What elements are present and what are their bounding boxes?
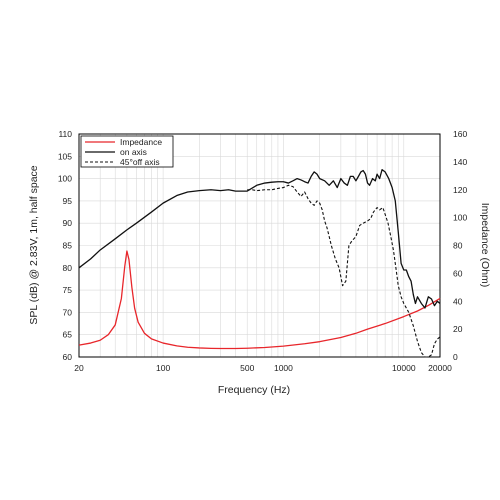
y2-tick-label: 20	[453, 324, 463, 334]
y2-tick-label: 100	[453, 213, 467, 223]
y-tick-label: 90	[63, 218, 73, 228]
x-tick-label: 500	[240, 363, 254, 373]
y-tick-label: 85	[63, 241, 73, 251]
y-tick-label: 95	[63, 196, 73, 206]
series-line-1	[78, 169, 441, 309]
y-tick-label: 60	[63, 352, 73, 362]
y2-tick-label: 160	[453, 129, 467, 139]
x-axis-title: Frequency (Hz)	[218, 384, 290, 396]
series-layer	[78, 169, 441, 358]
y2-tick-label: 140	[453, 157, 467, 167]
y-axis-title: SPL (dB) @ 2.83V, 1m, half space	[28, 165, 40, 324]
y2-tick-label: 80	[453, 241, 463, 251]
legend-label-on-axis: on axis	[120, 147, 147, 157]
y2-axis-title: Impedance (Ohm)	[479, 203, 491, 288]
y-tick-label: 105	[58, 151, 72, 161]
y2-tick-label: 0	[453, 352, 458, 362]
x-tick-label: 10000	[392, 363, 416, 373]
series-line-0	[78, 250, 441, 350]
y-tick-label: 70	[63, 307, 73, 317]
x-tick-label: 20000	[428, 363, 452, 373]
x-tick-label: 1000	[274, 363, 293, 373]
legend: Impedance on axis 45°off axis	[80, 135, 174, 168]
x-tick-label: 100	[156, 363, 170, 373]
plot-frame	[78, 133, 441, 358]
y-tick-label: 110	[58, 129, 72, 139]
legend-label-impedance: Impedance	[120, 137, 162, 147]
y2-tick-label: 120	[453, 185, 467, 195]
y-tick-label: 75	[63, 285, 73, 295]
y-tick-label: 100	[58, 174, 72, 184]
x-tick-label: 20	[74, 363, 84, 373]
legend-label-off-axis: 45°off axis	[120, 157, 160, 167]
y2-tick-label: 60	[453, 268, 463, 278]
y2-tick-label: 40	[453, 296, 463, 306]
y-tick-label: 65	[63, 330, 73, 340]
y-tick-label: 80	[63, 263, 73, 273]
tick-labels: 20 100 500 1000 10000 20000606570758085909510…	[58, 129, 468, 373]
grid	[79, 134, 440, 357]
series-line-2	[247, 184, 441, 358]
